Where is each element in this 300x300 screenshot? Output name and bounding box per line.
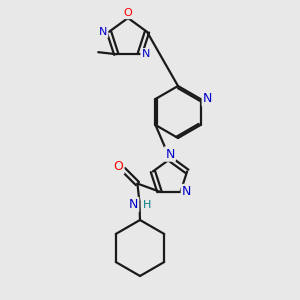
Text: N: N bbox=[99, 27, 107, 37]
Text: N: N bbox=[182, 185, 191, 198]
Text: H: H bbox=[143, 200, 152, 210]
Text: N: N bbox=[129, 198, 138, 211]
Text: N: N bbox=[165, 148, 175, 160]
Text: N: N bbox=[142, 49, 150, 59]
Text: O: O bbox=[113, 160, 123, 173]
Text: O: O bbox=[124, 8, 132, 18]
Text: N: N bbox=[203, 92, 212, 106]
